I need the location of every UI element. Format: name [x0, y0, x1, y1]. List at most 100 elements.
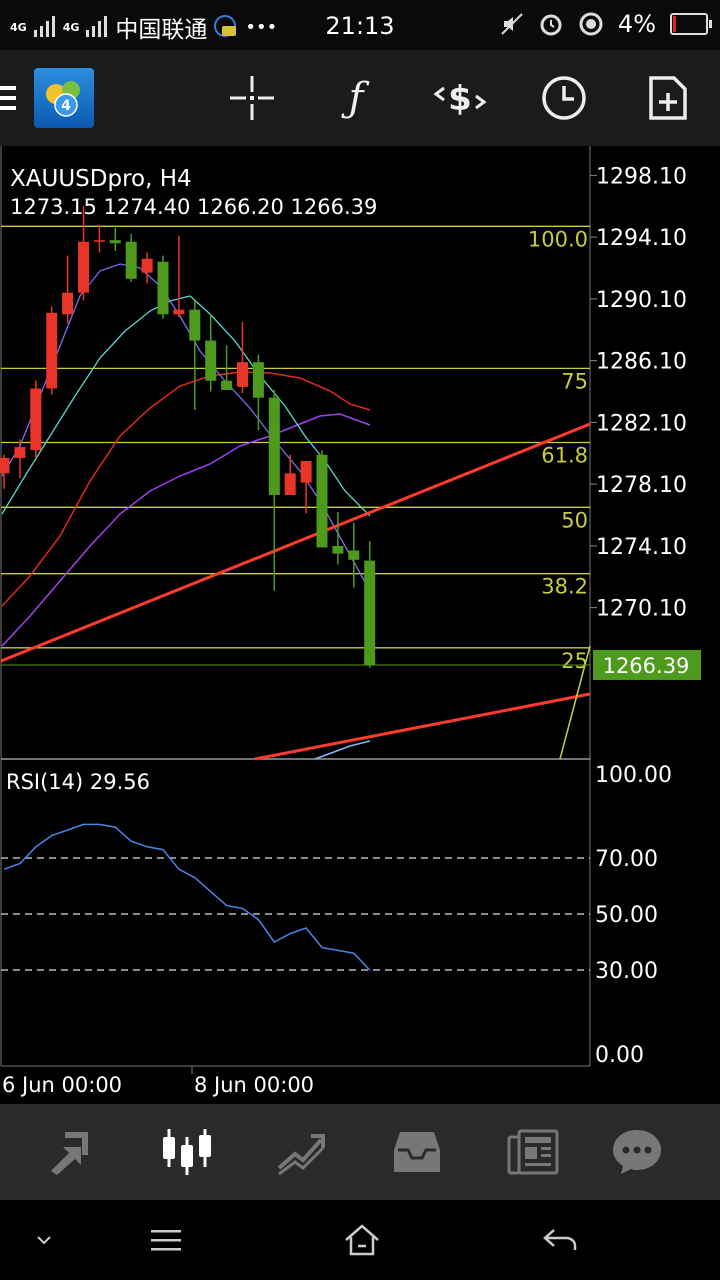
ma-slow-line [1, 371, 371, 607]
tab-chart[interactable] [142, 1104, 232, 1200]
back-icon [543, 1229, 577, 1250]
carrier-name: 中国联通 [115, 17, 208, 43]
candle-body [189, 309, 201, 341]
fib-level-label: 75 [561, 369, 588, 393]
candle-body [284, 473, 296, 495]
more-notifications: ••• [245, 16, 278, 38]
ma-lower-fragment [314, 740, 371, 760]
rsi-levels [1, 857, 590, 971]
ma-mid-line [1, 413, 371, 647]
system-nav-bar [0, 1200, 720, 1280]
ohlc-values: 1273.15 1274.40 1266.20 1266.39 [10, 195, 377, 219]
current-price-tag: 1266.39 [593, 649, 701, 680]
crosshair-button[interactable] [212, 50, 292, 146]
rsi-axis: 100.00 70.00 50.00 30.00 0.00 [595, 763, 672, 1068]
price-tick-label: 1270.10 [596, 597, 687, 622]
new-order-button[interactable] [628, 50, 708, 146]
period-button[interactable] [524, 50, 604, 146]
clock: 21:13 [325, 12, 395, 40]
nav-back-button[interactable] [520, 1200, 600, 1280]
signal-icon [33, 16, 55, 37]
chart-area[interactable]: 100.0 75 61.8 50 38.2 25 XAUUSDpro, H4 1273.1… [0, 146, 720, 1104]
function-icon: ƒ [348, 75, 364, 121]
status-left: 4G 4G 中国联通 ••• [10, 10, 277, 44]
nav-menu-button[interactable] [126, 1200, 206, 1280]
candle-body [30, 388, 42, 451]
candlestick-series [0, 206, 376, 668]
fib-level-label: 100.0 [528, 227, 588, 251]
candle-body [109, 240, 121, 244]
tab-chat[interactable] [592, 1104, 682, 1200]
candle-body [62, 292, 74, 315]
trendline-lower[interactable] [254, 692, 591, 761]
candle-body [332, 545, 344, 554]
tab-quotes[interactable] [28, 1104, 118, 1200]
news-icon [507, 1129, 559, 1175]
status-right: 4% [500, 10, 712, 38]
candle-body [125, 241, 137, 279]
app-badge: 4 [61, 98, 71, 114]
trade-icon [277, 1134, 325, 1176]
clock-icon [542, 76, 586, 120]
ma-fast-line [1, 295, 371, 517]
status-bar: 4G 4G 中国联通 ••• 21:13 4% [0, 0, 720, 50]
price-tick-label: 1278.10 [596, 473, 687, 498]
trade-button[interactable]: $ [420, 50, 500, 146]
tab-history[interactable] [372, 1104, 462, 1200]
quotes-icon [51, 1132, 88, 1175]
candle-body [157, 261, 169, 315]
mute-icon [501, 13, 523, 35]
price-tick-label: 1282.10 [596, 411, 687, 436]
fib-level-label: 61.8 [541, 443, 588, 467]
chat-icon [613, 1130, 661, 1174]
nav-collapse-button[interactable] [4, 1200, 84, 1280]
home-icon [345, 1224, 379, 1256]
rsi-tick-label: 100.00 [595, 763, 672, 788]
chat-notification-icon [214, 15, 237, 37]
price-tick-label: 1298.10 [596, 164, 687, 189]
candle-body [221, 380, 233, 390]
price-tick-label: 1290.10 [596, 288, 687, 313]
price-tick-label: 1274.10 [596, 535, 687, 560]
battery-percent: 4% [617, 10, 656, 38]
rsi-tick-label: 50.00 [595, 903, 658, 928]
candle-body [205, 340, 217, 381]
price-tick-label: 1294.10 [596, 226, 687, 251]
fib-level-label: 38.2 [541, 575, 588, 599]
time-label-2: 8 Jun 00:00 [194, 1073, 314, 1097]
candle-body [268, 397, 280, 495]
candle-body [364, 560, 376, 665]
alarm-icon [540, 14, 562, 36]
price-tick-label: 1286.10 [596, 350, 687, 375]
app-logo-icon: 4 [46, 81, 80, 117]
svg-text:$: $ [448, 79, 472, 119]
new-order-icon [649, 76, 687, 120]
crosshair-icon [230, 76, 274, 120]
candle-body [300, 460, 312, 483]
current-price-label: 1266.39 [603, 654, 690, 678]
candle-body [316, 454, 328, 548]
candle-body [348, 550, 360, 560]
network-label-1: 4G [10, 20, 27, 34]
history-icon [394, 1132, 440, 1172]
candle-body [141, 258, 153, 273]
trade-icon: $ [433, 79, 487, 119]
network-indicator: 4G [10, 22, 27, 33]
price-axis: 1298.10 1294.10 1290.10 1286.10 1282.10 1278.… [590, 164, 687, 622]
top-toolbar: 4 ƒ $ [0, 50, 720, 146]
tab-news[interactable] [488, 1104, 578, 1200]
menu-icon [151, 1230, 181, 1251]
battery-icon [670, 13, 712, 35]
tab-trade[interactable] [256, 1104, 346, 1200]
app-icon[interactable]: 4 [34, 68, 94, 128]
rsi-line [3, 823, 371, 971]
trendline-upper[interactable] [0, 422, 591, 663]
menu-button[interactable] [0, 50, 30, 146]
indicators-button[interactable]: ƒ [316, 50, 396, 146]
network-label-2: 4G [62, 20, 80, 34]
candle-body [78, 241, 89, 293]
candle-body [252, 362, 264, 398]
nav-home-button[interactable] [322, 1200, 402, 1280]
